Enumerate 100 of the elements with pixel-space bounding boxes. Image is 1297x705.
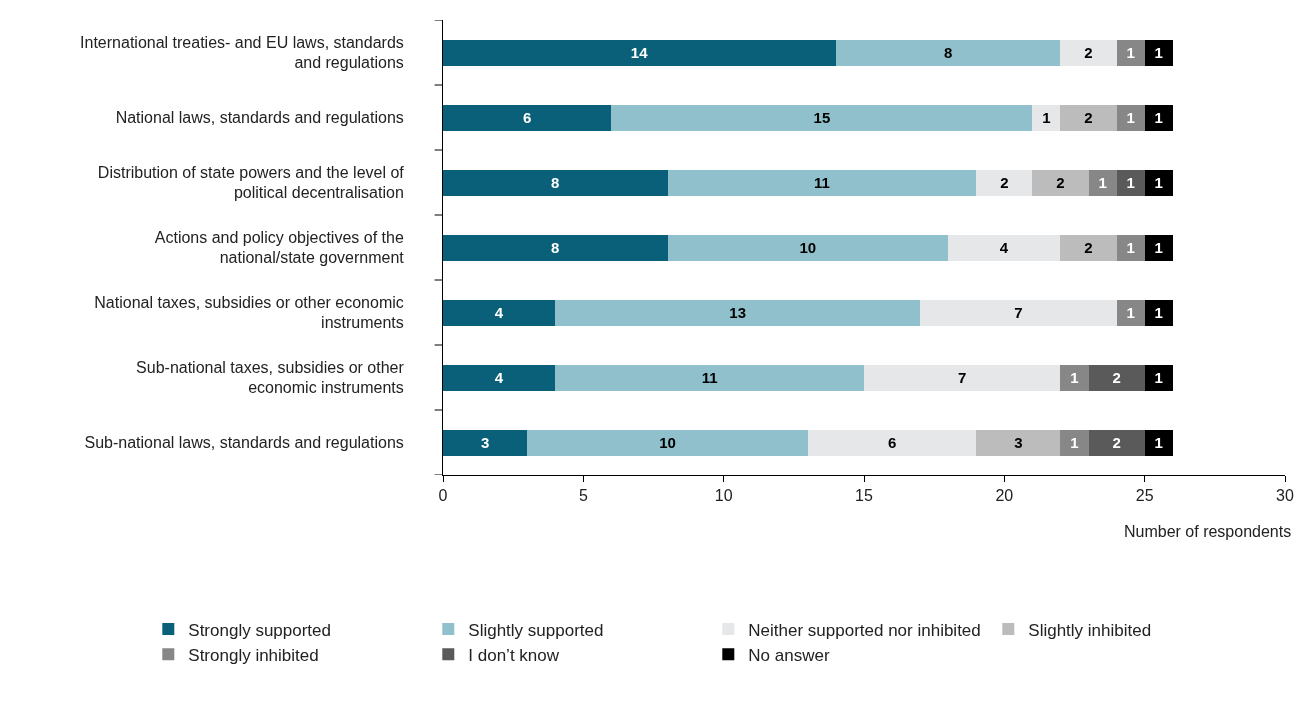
legend-label: Strongly inhibited — [188, 645, 319, 665]
bar — [527, 429, 808, 456]
bar — [667, 234, 949, 261]
x-tick-label: 20 — [995, 487, 1014, 505]
bar — [920, 299, 1117, 326]
legend-label: No answer — [748, 645, 830, 665]
bar — [1088, 169, 1117, 196]
bar — [667, 169, 977, 196]
bar — [443, 234, 668, 261]
data-label: 2 — [1000, 174, 1009, 191]
legend-label: I don’t know — [468, 645, 560, 665]
bar — [1144, 39, 1173, 66]
data-label: 2 — [1112, 369, 1121, 386]
data-label: 14 — [630, 44, 649, 61]
bar — [1144, 104, 1173, 131]
data-label: 13 — [729, 304, 747, 321]
bar — [1144, 364, 1173, 391]
x-tick-label: 15 — [855, 487, 873, 505]
bar — [835, 39, 1061, 66]
data-label: 1 — [1126, 304, 1135, 321]
bar — [1116, 234, 1145, 261]
x-tick-label: 0 — [438, 487, 448, 505]
data-label: 1 — [1154, 109, 1163, 126]
data-label: 8 — [944, 44, 953, 61]
data-label: 2 — [1084, 44, 1093, 61]
legend-label: Slightly inhibited — [1028, 620, 1152, 640]
data-label: 1 — [1126, 44, 1135, 61]
bar — [1060, 429, 1089, 456]
data-label: 1 — [1154, 304, 1163, 321]
bar — [1144, 299, 1173, 326]
data-label: 4 — [494, 304, 504, 321]
legend-label: Neither supported nor inhibited — [748, 620, 981, 640]
bar — [443, 169, 668, 196]
bar — [976, 429, 1061, 456]
data-label: 1 — [1154, 174, 1163, 191]
x-tick-label: 30 — [1276, 487, 1294, 505]
y-tick-label: International treaties- and EU laws, standards and regulations — [80, 33, 404, 72]
data-label: 3 — [480, 434, 490, 451]
x-tick-label: 5 — [578, 487, 588, 505]
data-label: 1 — [1098, 174, 1107, 191]
bar — [807, 429, 977, 456]
data-label: 15 — [813, 109, 831, 126]
data-label: 8 — [551, 174, 560, 191]
y-tick-label: Distribution of state powers and the level of political decentralisation — [97, 163, 405, 202]
data-label: 1 — [1154, 239, 1163, 256]
data-label: 2 — [1112, 434, 1121, 451]
bar — [1060, 104, 1117, 131]
bar — [1032, 104, 1061, 131]
data-label: 10 — [799, 239, 817, 256]
data-label: 6 — [887, 434, 897, 451]
data-label: 2 — [1056, 174, 1065, 191]
data-label: 1 — [1126, 239, 1135, 256]
data-label: 1 — [1070, 369, 1079, 386]
data-label: 1 — [1154, 434, 1163, 451]
legend-label: Slightly supported — [468, 620, 604, 640]
data-label: 7 — [958, 369, 967, 386]
data-label: 1 — [1070, 434, 1079, 451]
y-tick-label: National taxes, subsidies or other economic instruments — [94, 293, 404, 332]
x-tick-label: 25 — [1135, 487, 1154, 505]
bar — [443, 299, 556, 326]
bar — [1088, 364, 1145, 391]
x-axis-title: Number of respondents — [1124, 523, 1292, 540]
bar — [555, 364, 864, 391]
bar — [1088, 429, 1145, 456]
bar — [1116, 169, 1145, 196]
bar — [1144, 169, 1173, 196]
bar — [1060, 39, 1117, 66]
data-label: 3 — [1014, 434, 1023, 451]
data-label: 1 — [1126, 109, 1135, 126]
bar — [1116, 104, 1145, 131]
bar — [443, 364, 556, 391]
bar — [443, 104, 612, 131]
data-label: 4 — [494, 369, 504, 386]
data-label: 4 — [999, 239, 1009, 256]
data-label: 11 — [813, 174, 830, 191]
y-tick-label: Sub-national laws, standards and regulations — [84, 434, 404, 452]
bar — [555, 299, 921, 326]
x-tick-label: 10 — [714, 487, 733, 505]
data-label: 11 — [701, 369, 718, 386]
bar — [864, 364, 1061, 391]
bar — [611, 104, 1033, 131]
bar — [1116, 299, 1145, 326]
bar — [1060, 364, 1089, 391]
data-label: 1 — [1126, 174, 1135, 191]
bar — [976, 169, 1033, 196]
data-label: 1 — [1042, 109, 1051, 126]
data-label: 10 — [659, 434, 676, 451]
bar — [443, 429, 528, 456]
y-tick-label: Actions and policy objectives of the national/state government — [154, 228, 405, 267]
bar — [1144, 234, 1173, 261]
y-tick-label: National laws, standards and regulations — [115, 109, 404, 127]
bar — [443, 39, 836, 66]
data-label: 2 — [1084, 239, 1093, 256]
data-label: 6 — [523, 109, 532, 126]
bar — [948, 234, 1061, 261]
bar — [1116, 39, 1145, 66]
data-label: 8 — [551, 239, 560, 256]
data-label: 1 — [1154, 44, 1163, 61]
data-label: 1 — [1154, 369, 1163, 386]
data-label: 2 — [1084, 109, 1093, 126]
